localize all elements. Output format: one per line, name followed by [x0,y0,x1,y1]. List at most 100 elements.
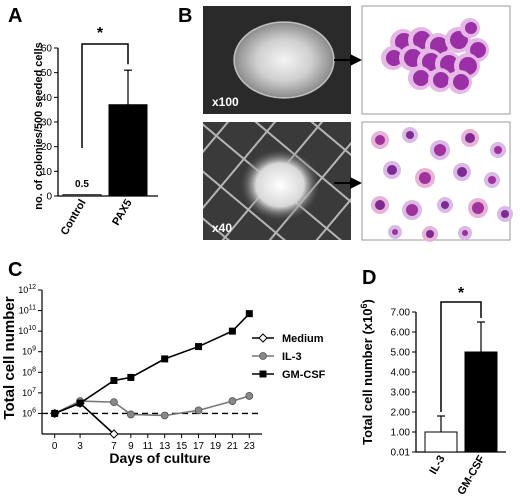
c-xtick-label: 11 [143,441,154,452]
d-ytick-label: 4.00 [391,368,411,379]
cytospin-top [361,5,511,115]
panel-c-plot: 106 107 108 109 1010 1011 1012 0 3 7 9 11 13 15 17 19 21… [18,284,325,452]
stained-nucleus [465,133,475,143]
stained-nucleus [406,204,418,216]
a-ytick-label: 0 [46,192,52,203]
c-xtick-label: 21 [227,441,239,452]
c-marker-square [110,377,118,385]
d-ytick-label: 1.00 [391,428,411,439]
arrow-top [334,54,362,66]
c-marker-square [228,327,236,335]
c-legend-label: Medium [282,333,324,345]
c-marker-circle [160,411,169,420]
c-legend-label: GM-CSF [282,369,326,381]
d-significance-star: * [458,285,465,302]
panel-c: C Total cell number Days of culture 1061… [1,259,326,466]
c-legend-label: IL-3 [282,351,302,363]
c-series-line [54,313,250,415]
stained-nucleus [434,144,446,156]
stained-nucleus [441,201,449,209]
d-ytick-label: 6.00 [391,328,411,339]
a-bar [108,104,148,197]
stained-nucleus [406,131,414,139]
panel-d: D Total cell number (x106) 0.01 1.00 2.00 3… [359,267,506,496]
c-xtick-label: 7 [111,441,117,452]
a-category-label: PAX5 [110,198,134,228]
panel-a-ylabel: no. of colonies/500 seeded cells [33,42,45,210]
c-xtick-label: 9 [128,441,134,452]
d-ytick-label: 3.00 [391,388,411,399]
a-ytick-label: 50 [41,68,53,79]
panel-c-ylabel: Total cell number [1,296,18,419]
d-ytick-label: 5.00 [391,348,411,359]
c-xtick-label: 17 [193,441,205,452]
a-value-label: 0.5 [75,179,89,190]
panel-a-plot: 0 10 20 30 40 50 60 0.5 Control PAX5 * [41,25,158,237]
a-ytick-label: 10 [41,167,53,178]
panel-d-letter: D [362,267,376,289]
stained-nucleus [501,210,509,218]
c-xtick-label: 19 [210,441,222,452]
c-xtick-label: 0 [52,441,58,452]
c-xtick-label: 13 [159,441,171,452]
stained-nucleus [375,200,385,210]
panel-a: A no. of colonies/500 seeded cells 0 10 20… [8,5,158,237]
micrograph-colony-x40: x40 [203,122,351,240]
d-category-label: IL-3 [427,454,447,477]
panel-d-ylabel: Total cell number (x106) [359,299,375,445]
micrograph-colony-x100: x100 [203,6,351,114]
d-bar [464,351,498,453]
d-bar [424,431,458,453]
c-series-line [54,402,115,435]
c-series-line [54,395,250,417]
d-ytick-label: 0.01 [391,448,411,459]
d-category-label: GM-CSF [456,453,488,496]
c-marker-square [245,310,253,318]
stained-nucleus [472,202,484,214]
c-ytick-label: 1012 [18,284,36,295]
stained-nucleus [386,50,402,66]
arrow-bottom [334,177,362,189]
panel-c-letter: C [8,259,22,281]
panel-a-letter: A [8,5,22,27]
c-ytick-label: 107 [22,387,36,398]
stained-nucleus [488,176,496,184]
a-ytick-label: 30 [41,118,53,129]
c-marker-square [161,355,169,363]
panel-b: B x100 x40 [178,5,513,242]
stained-nucleus [462,230,468,236]
cytospin-bottom [361,121,513,242]
c-xtick-label: 15 [176,441,188,452]
c-ytick-label: 108 [22,366,36,377]
c-ytick-label: 106 [22,407,36,418]
stained-nucleus [453,74,469,90]
c-marker-diamond [258,333,268,343]
c-marker-square [259,370,267,378]
c-marker-circle [259,352,267,360]
a-category-label: Control [59,198,89,238]
d-ytick-label: 7.00 [391,308,411,319]
stained-nucleus [375,135,385,145]
c-ytick-label: 1010 [18,325,36,336]
a-ytick-label: 40 [41,93,53,104]
stained-nucleus [419,172,431,184]
panel-d-plot: 0.01 1.00 2.00 3.00 4.00 5.00 6.00 7.00 IL-3 GM-C… [391,285,506,496]
stained-nucleus [494,146,502,154]
stained-nucleus [392,229,398,235]
c-marker-circle [228,397,237,405]
c-marker-square [127,373,135,381]
a-ytick-label: 20 [41,142,53,153]
stained-nucleus [470,42,486,58]
c-ytick-label: 109 [22,346,36,357]
stained-nucleus [387,165,397,175]
stained-nucleus [459,57,477,75]
stained-nucleus [426,230,434,238]
d-significance-bracket [440,301,482,412]
a-significance-bracket [81,43,129,148]
c-marker-circle [126,410,135,419]
c-marker-square [51,409,59,417]
a-bar [62,194,102,197]
stained-nucleus [465,22,477,34]
stained-nucleus [457,167,467,177]
